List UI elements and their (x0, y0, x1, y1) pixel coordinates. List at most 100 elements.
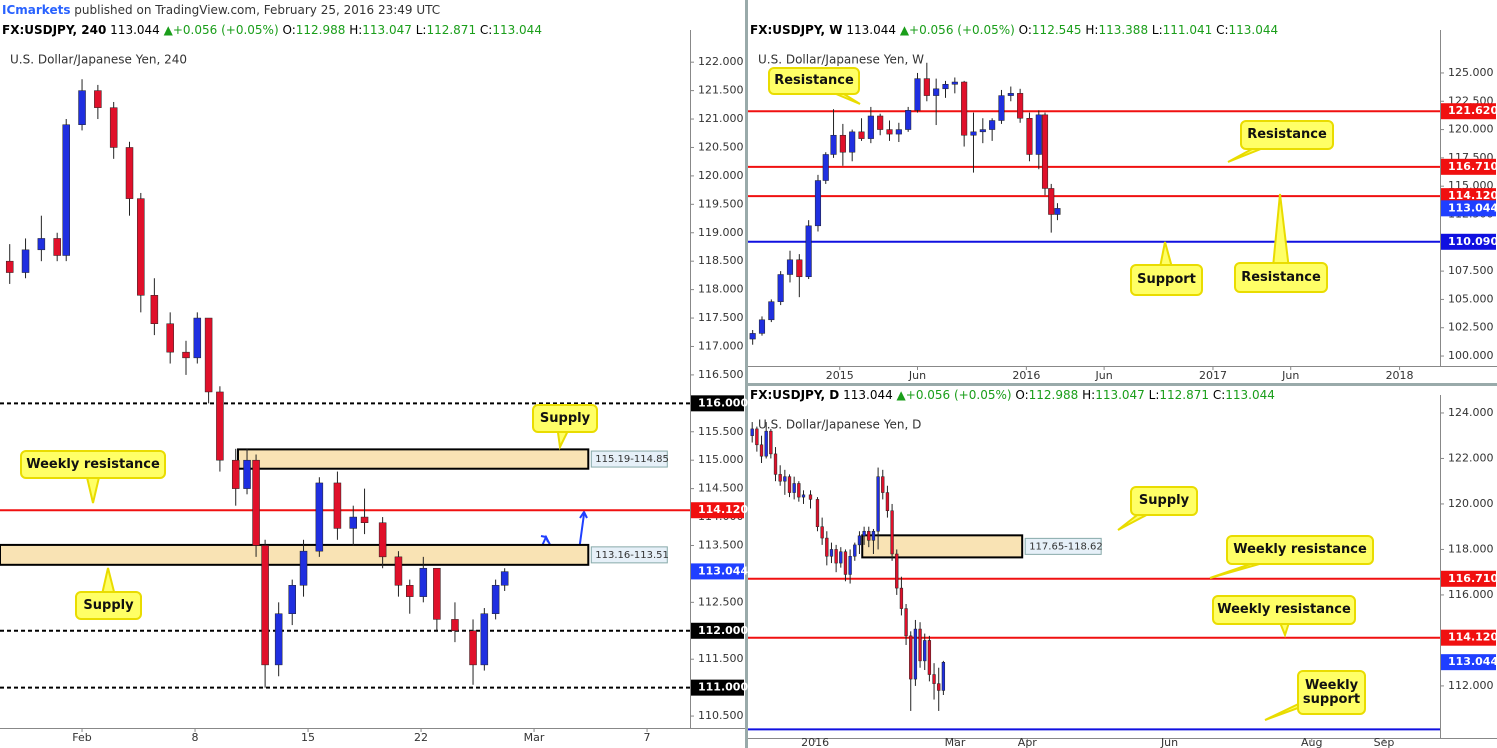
candle-body (469, 630, 477, 666)
x-tick-label: Jun (1281, 369, 1299, 382)
candle-body (815, 499, 820, 527)
candle-body (890, 510, 894, 555)
y-tick-label: 115.000 (698, 453, 744, 466)
candle-body (451, 619, 459, 632)
candle-body (53, 238, 61, 256)
zone-label: 113.16-113.51 (595, 550, 669, 561)
quote-value: 113.044 (492, 23, 542, 37)
candle-body (961, 81, 968, 136)
candle-body (937, 683, 941, 691)
x-tick-label: Feb (72, 731, 91, 744)
candle-body (839, 551, 843, 564)
last-price: 113.044 (843, 388, 893, 402)
quote-value: 113.047 (1095, 388, 1145, 402)
candle-body (109, 107, 118, 148)
candle-body (848, 556, 852, 575)
price-label-bg (1441, 233, 1496, 250)
quote-label: O: (1015, 388, 1029, 402)
candle-body (822, 154, 829, 181)
quote-value: 113.388 (1098, 23, 1149, 37)
candle-body (500, 571, 509, 586)
symbol: FX:USDJPY, D (750, 388, 840, 402)
candle-body (881, 476, 885, 493)
quote-value: 111.041 (1162, 23, 1213, 37)
brand[interactable]: ICmarkets (2, 3, 71, 17)
supply-zone (236, 448, 590, 470)
x-tick-label: Mar (524, 731, 545, 744)
change: +0.056 (+0.05%) (172, 23, 279, 37)
x-tick-label: 2017 (1199, 369, 1227, 382)
candle-body (970, 131, 977, 136)
price-label: 113.044 (698, 564, 748, 577)
y-tick-label: 113.500 (698, 538, 744, 551)
x-tick-label: Jun (1160, 736, 1178, 748)
callout: Weekly resistance (1226, 535, 1374, 565)
candle-body (867, 115, 874, 139)
candle-body (288, 585, 296, 614)
candle-body (839, 134, 846, 153)
price-label-bg (691, 395, 744, 412)
y-tick-label: 120.000 (1448, 497, 1494, 510)
price-label-bg (1441, 570, 1496, 587)
y-tick-label: 119.500 (698, 197, 744, 210)
plot-area (0, 79, 690, 689)
symbol: FX:USDJPY, W (750, 23, 843, 37)
candle-body (378, 522, 387, 558)
y-tick-label: 111.500 (698, 652, 744, 665)
y-tick-label: 112.000 (1448, 679, 1494, 692)
candle-body (764, 430, 768, 457)
candle-body (204, 317, 213, 393)
candle-body (941, 662, 946, 691)
candle-body (94, 90, 102, 108)
quote-label: C: (479, 23, 493, 37)
candle-body (433, 567, 441, 620)
y-tick-label: 117.000 (698, 339, 744, 352)
price-label-bg (1441, 629, 1496, 646)
candle-body (797, 483, 801, 498)
chart-title: U.S. Dollar/Japanese Yen, D (758, 418, 921, 432)
candle-body (759, 444, 764, 457)
candle-body (252, 459, 260, 546)
x-tick-label: 15 (301, 731, 315, 744)
symbol-header: FX:USDJPY, D 113.044 ▲+0.056 (+0.05%) O:… (750, 388, 1275, 402)
x-tick-label: 2016 (1012, 369, 1040, 382)
y-tick-label: 100.000 (1448, 349, 1494, 362)
candle-body (843, 551, 848, 575)
symbol-header: FX:USDJPY, W 113.044 ▲+0.056 (+0.05%) O:… (750, 23, 1278, 37)
price-label: 114.120 (1448, 631, 1497, 644)
zone-label-bg (590, 450, 668, 468)
price-label-bg (1441, 158, 1496, 175)
y-tick-label: 107.500 (1448, 264, 1494, 277)
candle-body (886, 129, 893, 135)
price-label-bg (691, 679, 744, 696)
candle-body (796, 259, 803, 278)
candle-body (895, 129, 902, 135)
price-label: 116.000 (698, 396, 748, 409)
candle-body (849, 131, 856, 153)
callout: Weekly support (1297, 670, 1366, 715)
price-label-bg (691, 622, 744, 639)
zone-label: 117.65-118.62 (1029, 541, 1103, 552)
zone-label: 115.19-114.85 (595, 454, 669, 465)
quote-value: 112.988 (295, 23, 346, 37)
price-label: 113.044 (1448, 655, 1497, 668)
x-tick-label: Aug (1301, 736, 1322, 748)
candle-body (834, 549, 838, 564)
change-arrow: ▲ (896, 388, 906, 402)
y-tick-label: 124.000 (1448, 406, 1494, 419)
x-tick-label: 7 (644, 731, 651, 744)
callout: Resistance (1240, 120, 1334, 150)
plot-area (748, 62, 1440, 345)
candle-body (137, 198, 145, 296)
change: +0.056 (+0.05%) (905, 388, 1012, 402)
candle-body (801, 494, 806, 498)
candle-body (814, 180, 822, 227)
callout: Resistance (768, 67, 860, 95)
price-label: 114.120 (698, 503, 748, 516)
y-tick-label: 122.000 (1448, 451, 1494, 464)
change-arrow: ▲ (899, 23, 910, 37)
change: +0.056 (+0.05%) (909, 23, 1015, 37)
x-tick-label: 22 (414, 731, 428, 744)
y-tick-label: 119.000 (698, 226, 744, 239)
